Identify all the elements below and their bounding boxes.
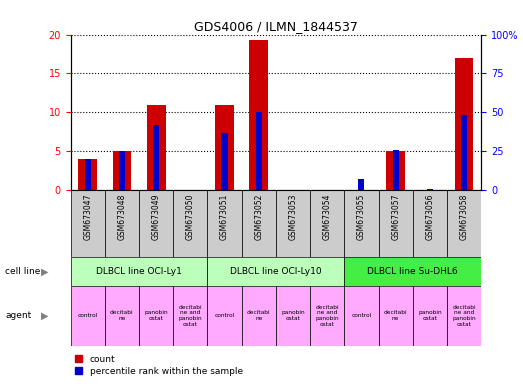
Text: GSM673058: GSM673058 bbox=[460, 194, 469, 240]
Bar bbox=[379, 286, 413, 346]
Bar bbox=[276, 190, 310, 257]
Text: GSM673053: GSM673053 bbox=[289, 194, 298, 240]
Text: ▶: ▶ bbox=[41, 311, 48, 321]
Bar bbox=[249, 40, 268, 190]
Text: DLBCL line OCI-Ly10: DLBCL line OCI-Ly10 bbox=[230, 267, 322, 276]
Bar bbox=[71, 257, 208, 286]
Bar bbox=[78, 159, 97, 190]
Text: ▶: ▶ bbox=[41, 266, 48, 277]
Bar bbox=[447, 286, 481, 346]
Bar bbox=[310, 286, 344, 346]
Bar bbox=[310, 190, 344, 257]
Title: GDS4006 / ILMN_1844537: GDS4006 / ILMN_1844537 bbox=[194, 20, 358, 33]
Bar bbox=[344, 257, 481, 286]
Bar bbox=[276, 286, 310, 346]
Bar bbox=[105, 286, 139, 346]
Bar bbox=[153, 125, 159, 190]
Text: GSM673049: GSM673049 bbox=[152, 194, 161, 240]
Text: GSM673055: GSM673055 bbox=[357, 194, 366, 240]
Bar bbox=[208, 257, 344, 286]
Bar bbox=[139, 190, 173, 257]
Text: GSM673050: GSM673050 bbox=[186, 194, 195, 240]
Bar bbox=[242, 286, 276, 346]
Bar bbox=[147, 104, 166, 190]
Bar bbox=[105, 190, 139, 257]
Text: GSM673057: GSM673057 bbox=[391, 194, 400, 240]
Text: decitabi
ne: decitabi ne bbox=[110, 310, 134, 321]
Text: DLBCL line OCI-Ly1: DLBCL line OCI-Ly1 bbox=[96, 267, 182, 276]
Bar bbox=[221, 132, 228, 190]
Bar bbox=[119, 151, 125, 190]
Bar bbox=[71, 190, 105, 257]
Bar bbox=[454, 58, 473, 190]
Bar bbox=[344, 190, 379, 257]
Text: decitabi
ne and
panobin
ostat: decitabi ne and panobin ostat bbox=[178, 305, 202, 327]
Bar bbox=[427, 189, 433, 190]
Bar bbox=[173, 190, 208, 257]
Bar bbox=[208, 286, 242, 346]
Bar bbox=[215, 104, 234, 190]
Bar bbox=[139, 286, 173, 346]
Text: GSM673056: GSM673056 bbox=[425, 194, 434, 240]
Bar bbox=[447, 190, 481, 257]
Legend: count, percentile rank within the sample: count, percentile rank within the sample bbox=[75, 355, 243, 376]
Bar bbox=[461, 116, 467, 190]
Bar bbox=[379, 190, 413, 257]
Text: cell line: cell line bbox=[5, 267, 41, 276]
Bar bbox=[71, 286, 105, 346]
Bar bbox=[413, 190, 447, 257]
Text: panobin
ostat: panobin ostat bbox=[144, 310, 168, 321]
Bar bbox=[208, 190, 242, 257]
Text: decitabi
ne and
panobin
ostat: decitabi ne and panobin ostat bbox=[452, 305, 476, 327]
Text: GSM673052: GSM673052 bbox=[254, 194, 263, 240]
Text: panobin
ostat: panobin ostat bbox=[281, 310, 305, 321]
Text: DLBCL line Su-DHL6: DLBCL line Su-DHL6 bbox=[368, 267, 458, 276]
Bar bbox=[242, 190, 276, 257]
Bar bbox=[358, 179, 365, 190]
Text: control: control bbox=[214, 313, 235, 318]
Bar bbox=[256, 113, 262, 190]
Bar bbox=[173, 286, 208, 346]
Bar bbox=[85, 159, 91, 190]
Text: agent: agent bbox=[5, 311, 31, 320]
Bar bbox=[112, 151, 131, 190]
Text: GSM673051: GSM673051 bbox=[220, 194, 229, 240]
Bar bbox=[413, 286, 447, 346]
Text: control: control bbox=[77, 313, 98, 318]
Text: decitabi
ne: decitabi ne bbox=[247, 310, 270, 321]
Bar bbox=[393, 150, 399, 190]
Text: GSM673048: GSM673048 bbox=[118, 194, 127, 240]
Text: GSM673047: GSM673047 bbox=[83, 194, 92, 240]
Text: panobin
ostat: panobin ostat bbox=[418, 310, 441, 321]
Text: GSM673054: GSM673054 bbox=[323, 194, 332, 240]
Text: decitabi
ne and
panobin
ostat: decitabi ne and panobin ostat bbox=[315, 305, 339, 327]
Bar bbox=[386, 151, 405, 190]
Bar bbox=[344, 286, 379, 346]
Text: control: control bbox=[351, 313, 371, 318]
Text: decitabi
ne: decitabi ne bbox=[384, 310, 407, 321]
